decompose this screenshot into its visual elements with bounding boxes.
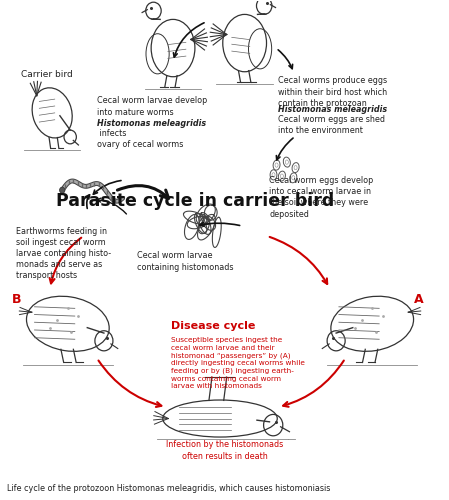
- Text: infects
ovary of cecal worms: infects ovary of cecal worms: [97, 129, 183, 149]
- Text: Cecal worms produce eggs
within their bird host which
contain the protozoan: Cecal worms produce eggs within their bi…: [278, 76, 387, 108]
- Text: Cecal worm eggs develop
into cecal worm larvae in
the soil where they were
depos: Cecal worm eggs develop into cecal worm …: [269, 176, 374, 218]
- Circle shape: [60, 187, 65, 193]
- Text: B: B: [12, 294, 22, 306]
- Text: A: A: [414, 294, 424, 306]
- Text: Cecal worm larvae develop
into mature worms: Cecal worm larvae develop into mature wo…: [97, 96, 207, 116]
- Text: Parasite cycle in carrier bird: Parasite cycle in carrier bird: [56, 192, 335, 210]
- Text: Cecal worm eggs are shed
into the environment: Cecal worm eggs are shed into the enviro…: [278, 115, 385, 135]
- Text: Histomonas meleagridis: Histomonas meleagridis: [97, 120, 206, 128]
- Text: Disease cycle: Disease cycle: [171, 321, 255, 331]
- Text: Life cycle of the protozoon Histomonas meleagridis, which causes histomoniasis: Life cycle of the protozoon Histomonas m…: [8, 484, 331, 494]
- Text: Earthworms feeding in
soil ingest cecal worm
larvae containing histo-
monads and: Earthworms feeding in soil ingest cecal …: [16, 226, 111, 280]
- Text: Cecal worm larvae
containing histomonads: Cecal worm larvae containing histomonads: [137, 252, 234, 272]
- Text: Susceptible species ingest the
cecal worm larvae and their
histomonad “passenger: Susceptible species ingest the cecal wor…: [171, 338, 305, 390]
- Text: Histomonas meleagridis: Histomonas meleagridis: [278, 106, 387, 114]
- Text: Carrier bird: Carrier bird: [21, 70, 73, 78]
- Text: Infection by the histomonads
often results in death: Infection by the histomonads often resul…: [166, 440, 283, 460]
